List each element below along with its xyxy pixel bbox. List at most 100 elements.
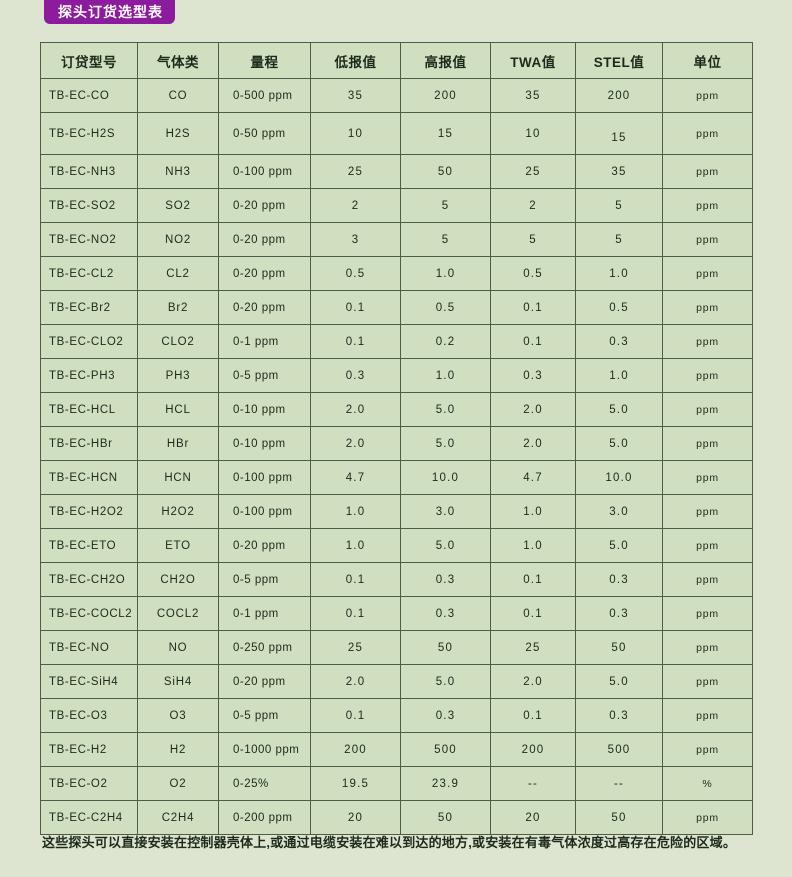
cell-high: 23.9	[400, 766, 491, 801]
cell-unit: ppm	[662, 460, 753, 495]
cell-range: 0-100 ppm	[218, 494, 311, 529]
cell-range: 0-1000 ppm	[218, 732, 311, 767]
table-row: TB-EC-H2S H2S 0-50 ppm 10 15 10 15 ppm	[40, 112, 753, 155]
cell-high: 5.0	[400, 426, 491, 461]
cell-low: 3	[310, 222, 401, 257]
cell-gas: HBr	[137, 426, 219, 461]
title-badge-container: 探头订货选型表	[0, 0, 792, 26]
cell-model: TB-EC-ETO	[40, 528, 138, 563]
cell-low: 0.3	[310, 358, 401, 393]
cell-gas: NH3	[137, 154, 219, 189]
cell-high: 1.0	[400, 256, 491, 291]
cell-twa: 1.0	[490, 494, 576, 529]
cell-low: 1.0	[310, 528, 401, 563]
cell-range: 0-5 ppm	[218, 562, 311, 597]
cell-stel: 50	[575, 800, 663, 835]
cell-stel: 5.0	[575, 528, 663, 563]
table-header-row: 订贷型号 气体类 量程 低报值 高报值 TWA值 STEL值 单位	[40, 42, 753, 79]
cell-twa: 25	[490, 630, 576, 665]
cell-low: 0.5	[310, 256, 401, 291]
cell-stel: 50	[575, 630, 663, 665]
cell-stel: 1.0	[575, 358, 663, 393]
cell-high: 3.0	[400, 494, 491, 529]
cell-high: 500	[400, 732, 491, 767]
cell-stel: 200	[575, 78, 663, 113]
table-row: TB-EC-CO CO 0-500 ppm 35 200 35 200 ppm	[40, 78, 753, 113]
cell-range: 0-250 ppm	[218, 630, 311, 665]
cell-twa: 4.7	[490, 460, 576, 495]
cell-gas: PH3	[137, 358, 219, 393]
cell-model: TB-EC-Br2	[40, 290, 138, 325]
table-row: TB-EC-PH3 PH3 0-5 ppm 0.3 1.0 0.3 1.0 ppm	[40, 358, 753, 393]
cell-high: 0.3	[400, 562, 491, 597]
cell-low: 20	[310, 800, 401, 835]
cell-unit: ppm	[662, 426, 753, 461]
cell-high: 0.3	[400, 698, 491, 733]
cell-twa: 10	[490, 112, 576, 155]
cell-unit: %	[662, 766, 753, 801]
cell-high: 50	[400, 154, 491, 189]
cell-model: TB-EC-CL2	[40, 256, 138, 291]
cell-stel: 0.3	[575, 562, 663, 597]
probe-order-selection-table: 订贷型号 气体类 量程 低报值 高报值 TWA值 STEL值 单位 TB-EC-…	[40, 42, 753, 835]
cell-stel: 0.3	[575, 596, 663, 631]
cell-gas: C2H4	[137, 800, 219, 835]
table-row: TB-EC-HBr HBr 0-10 ppm 2.0 5.0 2.0 5.0 ppm	[40, 426, 753, 461]
table-row: TB-EC-CH2O CH2O 0-5 ppm 0.1 0.3 0.1 0.3 ppm	[40, 562, 753, 597]
cell-twa: 0.1	[490, 698, 576, 733]
cell-high: 5	[400, 222, 491, 257]
cell-low: 0.1	[310, 290, 401, 325]
cell-stel: 5.0	[575, 392, 663, 427]
table-row: TB-EC-O2 O2 0-25% 19.5 23.9 -- --%	[40, 766, 753, 801]
cell-twa: 20	[490, 800, 576, 835]
table-row: TB-EC-SiH4 SiH4 0-20 ppm 2.0 5.0 2.0 5.0 ppm	[40, 664, 753, 699]
cell-model: TB-EC-NH3	[40, 154, 138, 189]
cell-unit: ppm	[662, 664, 753, 699]
cell-gas: Br2	[137, 290, 219, 325]
cell-model: TB-EC-NO2	[40, 222, 138, 257]
cell-range: 0-500 ppm	[218, 78, 311, 113]
cell-twa: 0.5	[490, 256, 576, 291]
cell-range: 0-20 ppm	[218, 528, 311, 563]
cell-unit: ppm	[662, 154, 753, 189]
cell-unit: ppm	[662, 596, 753, 631]
cell-gas: HCL	[137, 392, 219, 427]
cell-stel: 10.0	[575, 460, 663, 495]
cell-gas: CH2O	[137, 562, 219, 597]
table-row: TB-EC-CLO2 CLO2 0-1 ppm 0.1 0.2 0.1 0.3 ppm	[40, 324, 753, 359]
cell-unit: ppm	[662, 732, 753, 767]
cell-unit: ppm	[662, 630, 753, 665]
cell-model: TB-EC-CO	[40, 78, 138, 113]
table-row: TB-EC-H2 H2 0-1000 ppm 200 500 200 500 ppm	[40, 732, 753, 767]
cell-unit: ppm	[662, 358, 753, 393]
cell-range: 0-5 ppm	[218, 698, 311, 733]
cell-stel: 5.0	[575, 426, 663, 461]
cell-model: TB-EC-HBr	[40, 426, 138, 461]
cell-unit: ppm	[662, 494, 753, 529]
table-row: TB-EC-O3 O3 0-5 ppm 0.1 0.3 0.1 0.3 ppm	[40, 698, 753, 733]
cell-model: TB-EC-CLO2	[40, 324, 138, 359]
table-header: 订贷型号 气体类 量程 低报值 高报值 TWA值 STEL值 单位	[40, 42, 753, 79]
cell-stel: 15	[575, 112, 663, 155]
cell-gas: H2	[137, 732, 219, 767]
cell-stel: 0.3	[575, 698, 663, 733]
cell-low: 35	[310, 78, 401, 113]
table-row: TB-EC-NO2 NO2 0-20 ppm 3 5 5 5 ppm	[40, 222, 753, 257]
column-header-range: 量程	[218, 42, 311, 79]
cell-range: 0-25%	[218, 766, 311, 801]
cell-high: 5.0	[400, 664, 491, 699]
table-row: TB-EC-HCN HCN 0-100 ppm 4.7 10.0 4.7 10.0 ppm	[40, 460, 753, 495]
cell-low: 0.1	[310, 562, 401, 597]
page-title: 探头订货选型表	[44, 0, 175, 24]
cell-gas: NO	[137, 630, 219, 665]
cell-range: 0-20 ppm	[218, 256, 311, 291]
cell-range: 0-100 ppm	[218, 460, 311, 495]
cell-twa: 1.0	[490, 528, 576, 563]
cell-stel: 5	[575, 188, 663, 223]
cell-unit: ppm	[662, 562, 753, 597]
cell-low: 0.1	[310, 324, 401, 359]
cell-high: 15	[400, 112, 491, 155]
cell-low: 0.1	[310, 596, 401, 631]
cell-unit: ppm	[662, 78, 753, 113]
cell-gas: SO2	[137, 188, 219, 223]
